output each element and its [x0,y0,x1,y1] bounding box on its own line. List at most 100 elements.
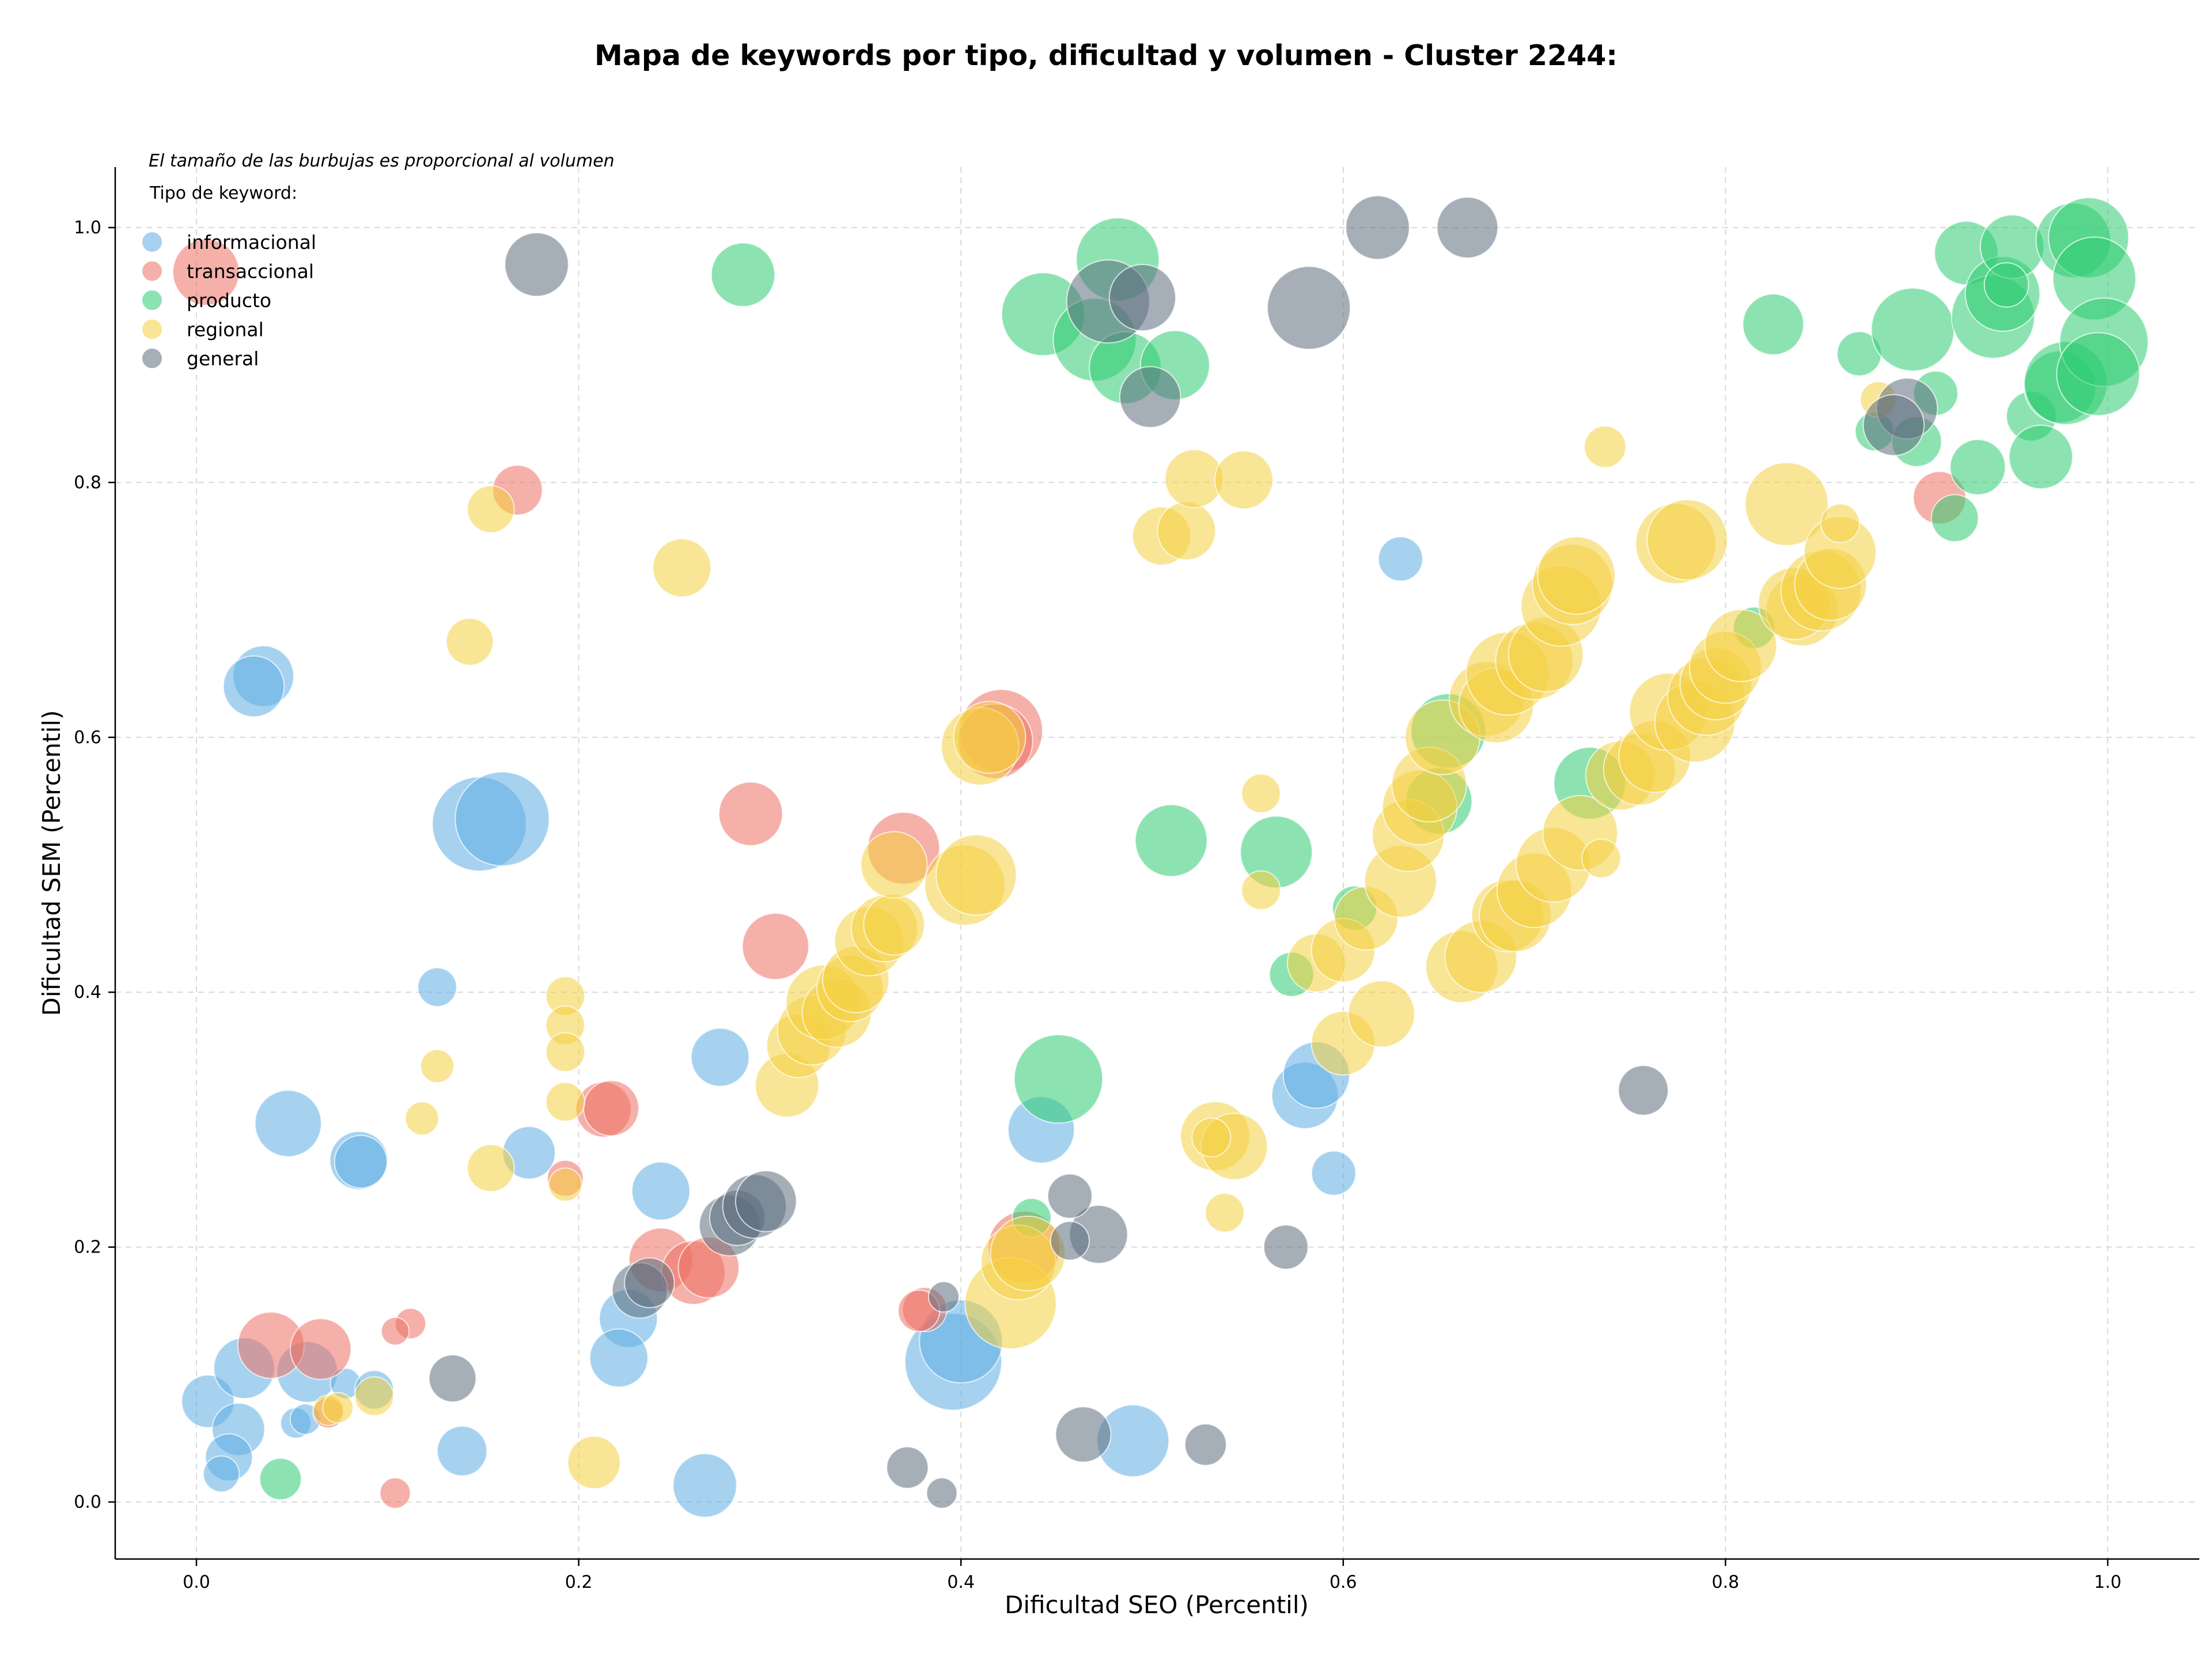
series-general [428,195,1938,1509]
x-axis-label: Dificultad SEO (Percentil) [1005,1591,1309,1619]
general-bubble [504,232,569,297]
x-tick-label: 0.4 [947,1572,975,1592]
x-tick-label: 1.0 [2094,1572,2122,1592]
informacional-bubble [222,655,285,718]
regional-bubble [1584,425,1627,468]
legend-items: informacional transaccional producto region… [142,231,316,370]
regional-bubble [1205,1193,1245,1233]
y-tick-label: 0.4 [74,982,101,1002]
regional-bubble [990,1215,1066,1292]
informacional-bubble [672,1453,737,1518]
transaccional-bubble [741,912,809,981]
transaccional-bubble [718,781,783,846]
regional-bubble [1347,980,1415,1048]
informacional-bubble [1310,1150,1357,1196]
transaccional-bubble [289,1318,352,1380]
regional-bubble [1581,838,1622,879]
x-tick-label: 0.2 [565,1572,593,1592]
informacional-bubble [437,1425,488,1477]
legend-swatch-general [142,349,162,368]
regional-bubble [467,1144,515,1193]
transaccional-bubble [381,1316,410,1346]
grid-lines [115,167,2199,1559]
general-bubble [1108,264,1177,332]
chart-title: Mapa de keywords por tipo, dificultad y … [594,39,1618,72]
legend-label-regional: regional [187,319,264,341]
regional-bubble [1214,450,1274,510]
regional-bubble [1241,870,1281,910]
informacional-bubble [690,1027,750,1087]
legend-swatch-transaccional [142,261,162,281]
regional-bubble [1537,536,1616,615]
x-tick-label: 0.8 [1712,1572,1740,1592]
general-bubble [1436,196,1499,259]
legend-label-transaccional: transaccional [187,260,314,283]
regional-bubble [1241,773,1281,814]
legend-label-general: general [187,347,259,370]
informacional-bubble [254,1089,322,1157]
legend-swatch-regional [142,319,162,339]
axis-ticks: 0.0 0.2 0.4 0.6 0.8 1.0 0.0 0.2 0.4 0.6 0.8 1.0 [74,218,2122,1592]
general-bubble [926,1477,958,1509]
regional-bubble [1744,462,1829,547]
y-tick-label: 0.2 [74,1238,101,1258]
regional-bubble [935,834,1017,916]
informacional-bubble [589,1328,649,1388]
general-bubble [428,1354,477,1403]
producto-bubble [2056,332,2141,417]
regional-bubble [322,1391,354,1424]
general-bubble [734,1170,797,1232]
transaccional-bubble [583,1080,640,1137]
series-regional [312,381,1897,1490]
informacional-bubble [334,1134,388,1189]
producto-bubble [1870,287,1955,372]
regional-bubble [445,618,494,666]
regional-bubble [1704,609,1778,682]
producto-bubble [259,1458,302,1501]
informacional-bubble [454,771,550,867]
regional-bubble [1191,1117,1232,1157]
informacional-bubble [202,1455,240,1493]
legend-label-producto: producto [187,289,271,312]
regional-bubble [545,1032,585,1072]
legend-note: El tamaño de las burbujas es proporciona… [149,151,615,171]
general-bubble [1047,1173,1093,1219]
general-bubble [1267,266,1351,350]
producto-bubble [710,242,776,308]
legend-title: Tipo de keyword: [149,183,297,203]
regional-bubble [404,1101,440,1136]
general-bubble [1263,1224,1309,1270]
regional-bubble [1646,499,1728,581]
producto-bubble [2008,424,2074,490]
general-bubble [624,1257,675,1308]
y-tick-label: 1.0 [74,218,101,238]
regional-bubble [548,1167,583,1202]
general-bubble [1345,195,1410,260]
producto-bubble [1983,262,2029,308]
regional-bubble [545,1081,585,1122]
regional-bubble [1157,501,1217,561]
regional-bubble [953,701,1027,774]
general-bubble [886,1446,929,1489]
regional-bubble [863,894,925,956]
legend-swatch-producto [142,290,162,310]
general-bubble [1055,1406,1112,1463]
informacional-bubble [631,1161,691,1221]
legend-label-informacional: informacional [187,231,316,253]
regional-bubble [860,831,928,899]
bubble-layer [172,195,2149,1518]
producto-bubble [1013,1034,1104,1124]
regional-bubble [1820,503,1861,543]
producto-bubble [1949,438,2006,495]
producto-bubble [1134,804,1208,877]
general-bubble [1618,1065,1669,1116]
y-axis-label: Dificultad SEM (Percentil) [37,710,66,1016]
axes [114,167,2199,1560]
y-tick-label: 0.0 [74,1492,101,1512]
series-transaccional [172,238,1967,1509]
regional-bubble [652,538,712,598]
general-bubble [927,1281,960,1313]
x-tick-label: 0.0 [183,1572,210,1592]
transaccional-bubble [379,1477,411,1509]
